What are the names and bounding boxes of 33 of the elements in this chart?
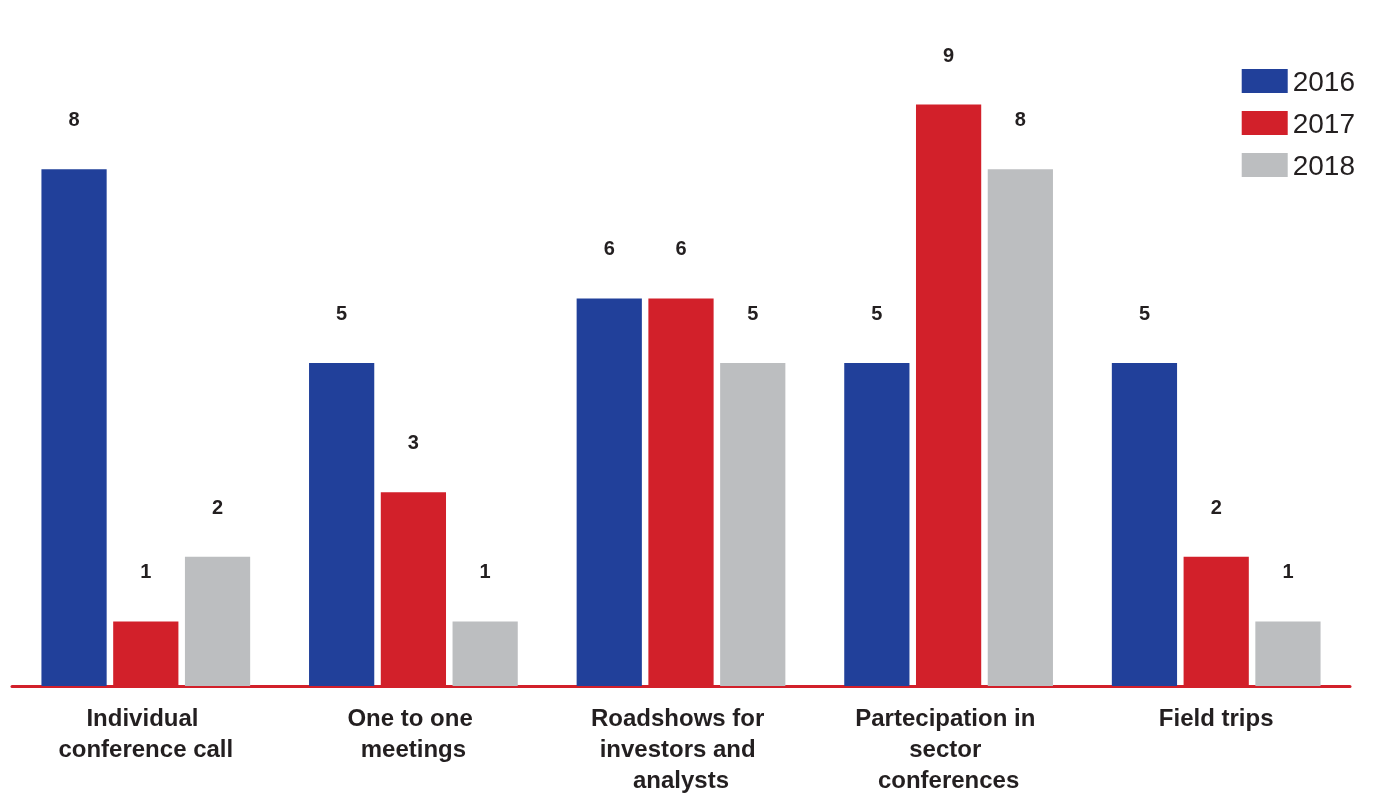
bar [1111, 363, 1178, 686]
bar [41, 169, 107, 686]
data-label: 6 [603, 237, 615, 260]
bar [987, 169, 1053, 686]
bar [452, 621, 518, 686]
x-tick-label: Field trips [1158, 704, 1274, 731]
data-label: 5 [871, 302, 883, 324]
x-tick-label: Roadshows for investors and analysts [590, 704, 772, 793]
data-label: 1 [140, 560, 152, 583]
data-label: 1 [479, 560, 491, 583]
data-label: 5 [336, 302, 348, 324]
bar [844, 363, 910, 686]
data-label: 9 [943, 43, 955, 66]
bar [720, 363, 786, 686]
data-label: 6 [675, 237, 687, 260]
data-label: 3 [407, 431, 419, 454]
x-tick-label: Partecipation in sector conferences [855, 704, 1042, 793]
bar [576, 298, 642, 686]
data-label: 1 [1282, 560, 1294, 583]
legend-label: 2018 [1292, 149, 1356, 181]
legend-label: 2016 [1292, 65, 1356, 97]
legend-label: 2017 [1292, 107, 1356, 139]
data-label: 2 [1210, 495, 1222, 518]
bar [309, 363, 375, 686]
data-label: 5 [747, 302, 759, 324]
x-tick-label: Individual conference call [58, 704, 234, 762]
x-tick-label: One to one meetings [347, 704, 480, 762]
data-label: 8 [68, 108, 80, 131]
bar [184, 556, 251, 686]
data-label: 2 [211, 495, 224, 518]
bar [1255, 621, 1321, 686]
data-label: 5 [1138, 302, 1151, 324]
data-label: 8 [1014, 108, 1026, 131]
